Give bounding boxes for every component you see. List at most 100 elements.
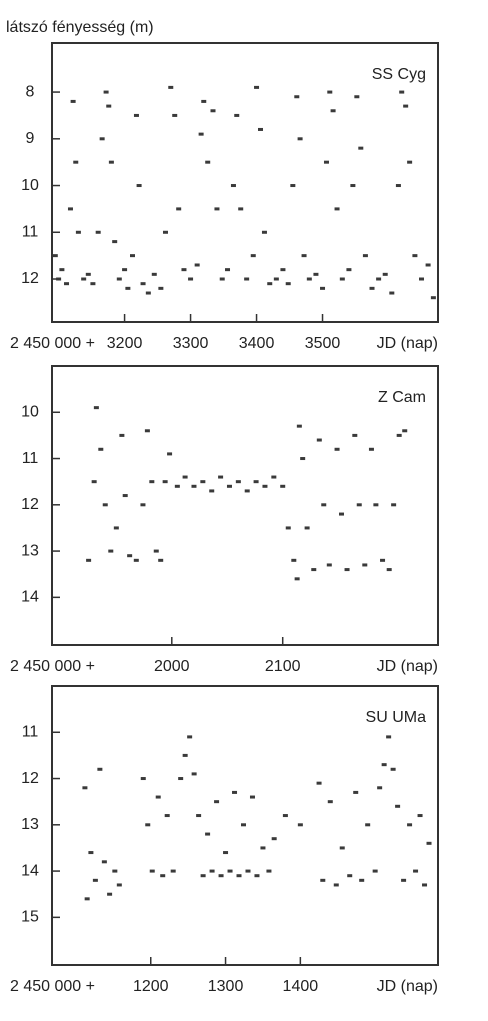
data-point [129, 254, 135, 258]
data-point [181, 268, 187, 272]
data-point [191, 772, 197, 776]
data-point [67, 207, 73, 211]
data-point [238, 207, 244, 211]
data-point [396, 433, 402, 437]
data-point [144, 429, 150, 433]
x-tick-label: 2000 [154, 658, 190, 675]
data-point [339, 277, 345, 281]
data-point [262, 484, 268, 488]
data-point [81, 277, 87, 281]
x-tick-label: 2100 [265, 658, 301, 675]
data-point [369, 286, 375, 290]
data-point [122, 494, 128, 498]
y-tick-label: 14 [21, 862, 39, 879]
data-point [260, 846, 266, 850]
data-point [73, 160, 79, 164]
data-point [350, 184, 356, 188]
data-point [162, 480, 168, 484]
data-point [160, 874, 166, 878]
data-point [116, 277, 122, 281]
x-offset-label: 2 450 000 + [10, 978, 95, 995]
data-point [99, 137, 105, 141]
data-point [187, 735, 193, 739]
x-tick-label: 1400 [283, 978, 319, 995]
data-point [245, 869, 251, 873]
data-point [306, 277, 312, 281]
data-point [296, 424, 302, 428]
data-point [316, 438, 322, 442]
data-point [223, 851, 229, 855]
data-point [167, 452, 173, 456]
data-point [125, 286, 131, 290]
data-point [273, 277, 279, 281]
data-point [108, 160, 114, 164]
data-point [236, 874, 242, 878]
data-point [70, 99, 76, 103]
panel-title: Z Cam [378, 389, 426, 406]
y-tick-label: 11 [22, 223, 39, 240]
data-point [407, 160, 413, 164]
data-point [372, 869, 378, 873]
data-point [395, 184, 401, 188]
data-point [85, 272, 91, 276]
data-point [320, 286, 326, 290]
y-tick-label: 9 [26, 130, 35, 147]
data-point [362, 563, 368, 567]
x-tick-label: 3500 [305, 335, 341, 352]
data-point [182, 753, 188, 757]
data-point [219, 277, 225, 281]
data-point [196, 814, 202, 818]
data-point [271, 475, 277, 479]
data-point [333, 883, 339, 887]
data-point [377, 786, 383, 790]
data-point [232, 790, 238, 794]
data-point [365, 823, 371, 827]
y-tick-label: 10 [21, 177, 39, 194]
data-point [168, 85, 174, 89]
data-point [158, 286, 164, 290]
data-point [214, 207, 220, 211]
data-point [297, 137, 303, 141]
data-point [133, 113, 139, 117]
data-point [119, 433, 125, 437]
plot-frame [51, 42, 439, 323]
data-point [90, 282, 96, 286]
data-point [353, 790, 359, 794]
data-point [59, 268, 65, 272]
data-point [356, 503, 362, 507]
data-point [214, 800, 220, 804]
data-point [419, 277, 425, 281]
data-point [389, 291, 395, 295]
data-point [417, 814, 423, 818]
data-point [140, 777, 146, 781]
x-axis-label: JD (nap) [377, 978, 438, 995]
data-point [153, 549, 159, 553]
data-point [244, 489, 250, 493]
data-point [226, 484, 232, 488]
data-point [327, 90, 333, 94]
data-point [174, 484, 180, 488]
data-point [56, 277, 62, 281]
data-point [98, 447, 104, 451]
data-point [155, 795, 161, 799]
data-point [290, 184, 296, 188]
data-point [362, 254, 368, 258]
data-point [376, 277, 382, 281]
y-tick-label: 8 [26, 83, 35, 100]
y-tick-label: 12 [21, 770, 39, 787]
x-axis-label: JD (nap) [377, 335, 438, 352]
data-point [249, 795, 255, 799]
data-point [402, 429, 408, 433]
data-point [358, 146, 364, 150]
y-tick-label: 12 [21, 496, 39, 513]
data-point [162, 230, 168, 234]
data-point [334, 447, 340, 451]
data-point [164, 814, 170, 818]
data-point [285, 282, 291, 286]
data-point [108, 549, 114, 553]
data-point [84, 897, 90, 901]
data-point [320, 878, 326, 882]
plot-frame [51, 365, 439, 646]
data-point [285, 526, 291, 530]
